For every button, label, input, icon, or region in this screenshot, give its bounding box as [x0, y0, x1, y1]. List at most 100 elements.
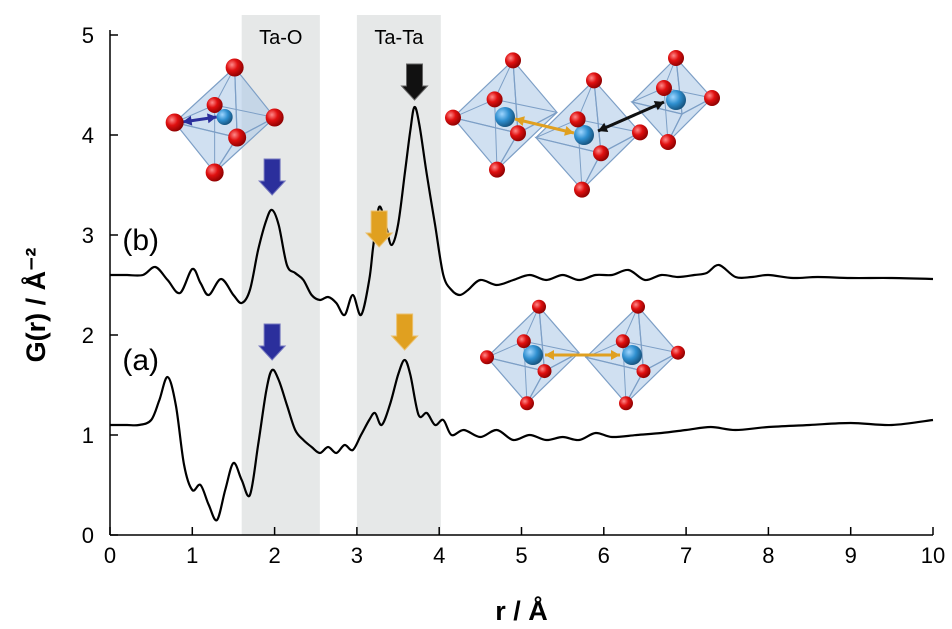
polyhedron-face	[625, 352, 679, 404]
x-tick-label-0: 0	[104, 543, 116, 568]
oxygen-atom	[574, 181, 590, 198]
ta-ta-corner-arrow	[597, 100, 665, 133]
oxygen-atom	[445, 109, 461, 126]
x-tick-label-3: 3	[351, 543, 363, 568]
polyhedron-edge	[494, 98, 558, 113]
oxygen-atom	[265, 108, 284, 127]
ta-ta-edge-arrow	[514, 117, 575, 135]
octahedra-chain-icon	[445, 50, 720, 198]
x-tick-label-8: 8	[762, 543, 774, 568]
tantalum-atom	[495, 107, 515, 127]
tantalum-atom	[523, 345, 543, 365]
oxygen-atom	[632, 124, 648, 141]
oxygen-atom	[631, 299, 645, 314]
polyhedron-face	[526, 352, 580, 404]
oxygen-atom	[668, 50, 684, 66]
ta-ta-pair-arrow-head	[611, 350, 620, 360]
ta-ta-corner-arrow-head	[598, 122, 609, 132]
octahedron-icon	[165, 58, 284, 182]
oxygen-atom	[660, 134, 676, 150]
series-line-2	[109, 358, 934, 522]
tantalum-atom	[622, 345, 642, 365]
polyhedron-face	[581, 131, 641, 191]
polyhedron-face	[538, 304, 580, 373]
polyhedron-edge	[494, 99, 498, 170]
x-tick-label-1: 1	[186, 543, 198, 568]
x-tick-label-4: 4	[433, 543, 445, 568]
x-tick-label-5: 5	[515, 543, 527, 568]
tantalum-atom	[666, 90, 686, 110]
axes: 0 1 2 3 4 5 6 7 8 9 10 0 1 2 3 4 5	[82, 23, 945, 568]
oxygen-atom	[480, 350, 494, 365]
oxygen-atom	[537, 364, 552, 379]
polyhedron-edge	[622, 340, 679, 354]
oxygen-atom	[206, 97, 223, 113]
oxygen-atom	[619, 396, 633, 411]
polyhedron-edge	[663, 87, 713, 99]
oxygen-atom	[615, 334, 630, 349]
oxygen-atom	[489, 161, 505, 178]
band-label-2: Ta-Ta	[374, 27, 424, 49]
x-tick-label-2: 2	[268, 543, 280, 568]
oxygen-atom	[704, 90, 720, 106]
series-label-2: (a)	[122, 344, 159, 377]
curves	[109, 105, 934, 522]
ta-ta-edge-arrow-head	[515, 116, 525, 126]
peak-arrow-2	[364, 210, 394, 248]
oxygen-atom	[656, 80, 672, 96]
polyhedron-face	[637, 304, 679, 373]
tantalum-atom	[574, 125, 594, 145]
peak-arrow-3	[400, 63, 429, 101]
peak-arrow-1	[257, 158, 287, 196]
oxygen-atom	[516, 334, 531, 349]
oxygen-atom	[520, 396, 534, 411]
oxygen-atom	[636, 364, 651, 379]
polyhedron-face	[667, 97, 713, 143]
oxygen-atom	[225, 58, 244, 77]
oxygen-atom	[593, 145, 609, 162]
oxygen-atom	[205, 163, 224, 182]
y-tick-label-4: 4	[82, 123, 94, 148]
y-tick-label-5: 5	[82, 23, 94, 48]
shaded-bands	[241, 15, 441, 535]
series-label-1: (b)	[122, 224, 159, 257]
peak-arrows	[257, 63, 429, 361]
oxygen-atom	[532, 299, 546, 314]
octahedra-pair-icon	[480, 299, 685, 411]
tantalum-atom	[216, 109, 233, 125]
ta-o-bond-arrow-head	[182, 115, 193, 126]
x-axis-title: r / Å	[495, 595, 548, 626]
peak-arrow-5	[390, 313, 419, 351]
x-tick-label-9: 9	[845, 543, 857, 568]
x-tick-label-10: 10	[921, 543, 945, 568]
polyhedron-edge	[663, 87, 669, 143]
oxygen-atom	[586, 72, 602, 89]
y-axis-title: G(r) / Å⁻²	[20, 248, 51, 363]
x-tick-label-6: 6	[598, 543, 610, 568]
x-tick-label-7: 7	[680, 543, 692, 568]
series-line-1	[109, 105, 934, 317]
ta-o-bond-arrow-head	[207, 113, 217, 124]
oxygen-atom	[569, 111, 586, 128]
y-tick-label-3: 3	[82, 223, 94, 248]
peak-arrow-4	[257, 323, 287, 361]
labels: Ta-O Ta-Ta r / Å G(r) / Å⁻² (b) (a)	[20, 27, 548, 626]
ta-ta-corner-arrow-head	[653, 101, 664, 111]
polyhedron-edge	[523, 340, 580, 354]
structure-insets	[165, 50, 720, 411]
oxygen-atom	[165, 113, 184, 132]
oxygen-atom	[505, 52, 521, 69]
oxygen-atom	[486, 91, 503, 108]
oxygen-atom	[671, 345, 685, 360]
ta-ta-pair-arrow-head	[545, 350, 554, 360]
y-tick-label-0: 0	[82, 523, 94, 548]
y-tick-label-2: 2	[82, 323, 94, 348]
oxygen-atom	[510, 125, 526, 142]
y-tick-label-1: 1	[82, 423, 94, 448]
polyhedron-face	[214, 116, 276, 173]
oxygen-atom	[228, 128, 247, 147]
ta-ta-edge-arrow-head	[564, 126, 574, 136]
band-label-1: Ta-O	[259, 27, 302, 49]
polyhedron-edge	[214, 104, 275, 118]
